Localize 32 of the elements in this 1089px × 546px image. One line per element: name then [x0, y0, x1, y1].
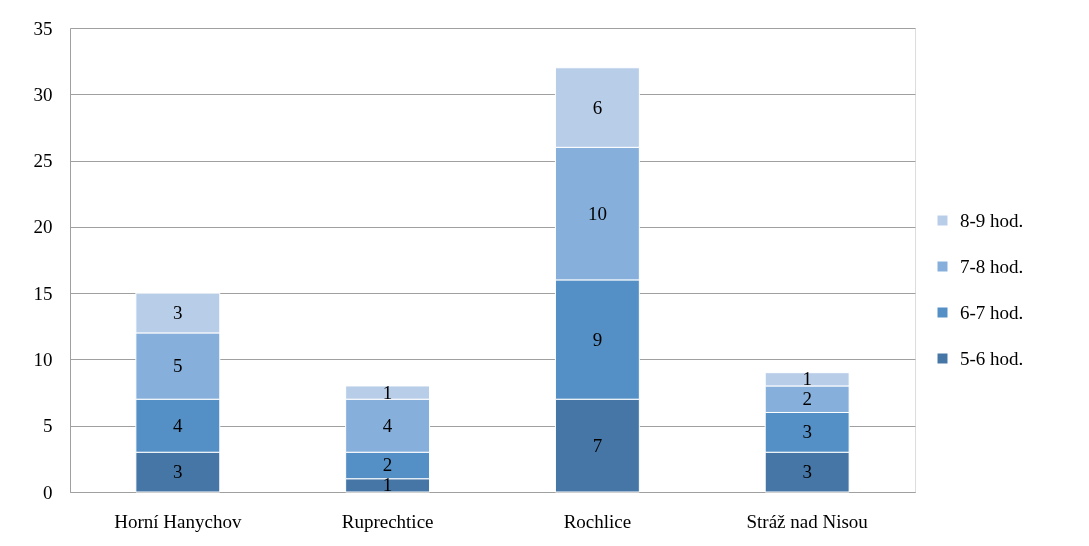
data-label: 3	[802, 421, 812, 443]
x-tick-label: Stráž nad Nisou	[746, 510, 869, 532]
data-label: 9	[592, 328, 603, 350]
data-label: 2	[802, 388, 812, 410]
y-tick-label: 30	[33, 83, 53, 105]
legend-label: 7-8 hod.	[960, 255, 1024, 277]
data-label: 6	[592, 96, 603, 118]
x-tick-label: Ruprechtice	[341, 510, 434, 532]
legend-label: 5-6 hod.	[960, 347, 1024, 369]
data-label: 1	[802, 368, 812, 390]
x-tick-label: Horní Hanychov	[114, 510, 242, 532]
data-label: 1	[382, 474, 393, 496]
data-label: 5	[173, 355, 183, 377]
legend-label: 6-7 hod.	[960, 301, 1024, 323]
y-tick-label: 0	[43, 481, 53, 503]
y-tick-label: 15	[33, 282, 53, 304]
data-label: 3	[802, 461, 812, 483]
data-label: 4	[382, 414, 393, 436]
data-label: 10	[587, 202, 607, 224]
data-label: 4	[173, 414, 184, 436]
data-label: 2	[382, 454, 393, 476]
data-label: 3	[173, 302, 183, 324]
legend-label: 8-9 hod.	[960, 209, 1024, 231]
x-tick-label: Rochlice	[563, 510, 632, 532]
y-tick-label: 10	[33, 348, 53, 370]
data-label: 1	[382, 381, 393, 403]
y-tick-label: 20	[33, 216, 53, 238]
data-label: 7	[592, 434, 603, 456]
data-label: 3	[173, 461, 183, 483]
y-tick-label: 35	[33, 17, 53, 39]
y-tick-label: 5	[43, 415, 53, 437]
y-tick-label: 25	[33, 150, 53, 172]
